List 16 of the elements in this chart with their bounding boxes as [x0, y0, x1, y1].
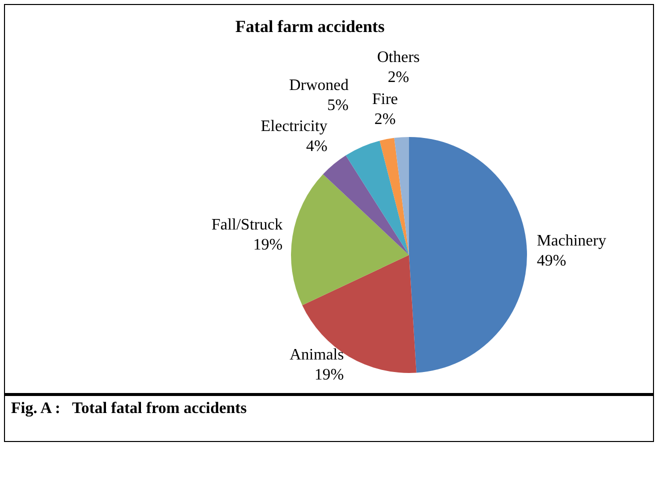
- slice-label: Electricity: [260, 118, 328, 135]
- chart-title: Fatal farm accidents: [235, 17, 385, 36]
- slice-label: Drwoned: [289, 77, 349, 94]
- data-label: 19%: [253, 236, 283, 254]
- data-label: 2%: [388, 68, 410, 86]
- data-label: 19%: [314, 366, 344, 384]
- text: Fig. A : Total fatal from accidents: [11, 400, 247, 418]
- slice-label: Fire: [372, 90, 398, 108]
- data-label: 49%: [536, 252, 566, 270]
- slice-label: Fall/Struck: [211, 216, 283, 234]
- slice-label: Machinery: [536, 232, 606, 250]
- data-label: 4%: [306, 138, 328, 155]
- data-label: 2%: [374, 110, 396, 128]
- slice-label: Animals: [290, 346, 344, 364]
- slice-label: Others: [377, 48, 420, 66]
- data-label: 5%: [327, 97, 349, 114]
